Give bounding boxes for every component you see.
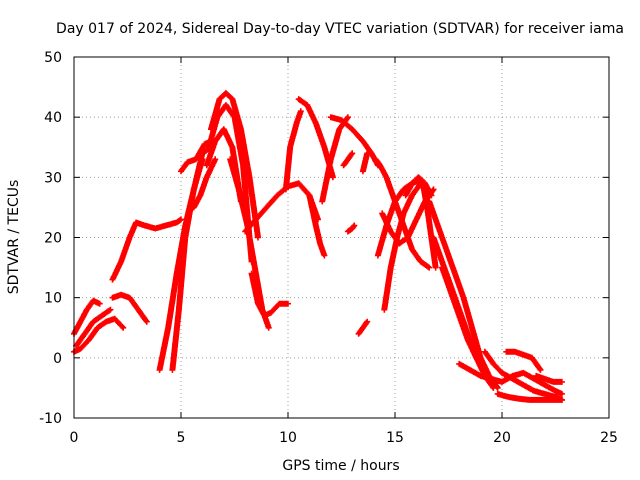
data-point-markers [282, 108, 304, 193]
series-track-03 [73, 306, 114, 349]
data-point-markers [109, 216, 184, 283]
series-track-04 [109, 291, 150, 325]
series-track-33 [439, 264, 488, 373]
series-track-24 [355, 318, 371, 337]
series-track-19 [319, 114, 351, 205]
y-axis-label: SDTVAR / TECUs [6, 180, 22, 295]
y-tick-label: 50 [44, 50, 62, 66]
series-track-16 [282, 108, 304, 193]
data-point-markers [319, 114, 351, 205]
data-point-markers [306, 192, 328, 259]
series-track-35 [481, 348, 565, 403]
x-tick-label: 5 [177, 430, 186, 446]
series-track-05 [109, 216, 184, 283]
data-point-markers [190, 156, 219, 211]
data-point-markers [494, 390, 565, 403]
y-tick-label: 20 [44, 231, 62, 247]
x-tick-label: 25 [600, 430, 618, 446]
x-tick-label: 20 [493, 430, 511, 446]
x-tick-label: 15 [386, 430, 404, 446]
data-point-markers [340, 150, 356, 169]
data-point-markers [344, 222, 358, 235]
x-axis-label: GPS time / hours [282, 458, 399, 474]
series-track-37 [503, 348, 544, 373]
series-track-07 [169, 144, 214, 373]
chart-title: Day 017 of 2024, Sidereal Day-to-day VTE… [56, 21, 624, 37]
x-tick-label: 0 [70, 430, 79, 446]
data-point-markers [533, 372, 565, 385]
data-point-markers [481, 348, 565, 403]
y-tick-label: 40 [44, 110, 62, 126]
y-tick-label: 10 [44, 291, 62, 307]
data-point-markers [109, 291, 150, 325]
series-track-15 [248, 270, 291, 319]
series-track-21 [340, 150, 356, 169]
data-point-markers [456, 360, 565, 397]
series-track-22 [344, 222, 358, 235]
x-tick-label: 10 [279, 430, 297, 446]
series-track-18 [306, 192, 328, 259]
y-tick-label: -10 [39, 411, 62, 427]
series-track-38 [533, 372, 565, 385]
series-track-09 [190, 156, 219, 211]
data-point-markers [169, 144, 214, 373]
y-tick-label: 30 [44, 170, 62, 186]
axis-ticks: 0 5 10 15 20 25 -10 0 10 20 30 40 50 [39, 50, 618, 446]
y-tick-label: 0 [53, 351, 62, 367]
data-point-markers [359, 150, 371, 175]
data-point-markers [73, 306, 114, 349]
series-track-23 [359, 150, 371, 175]
data-point-markers [355, 318, 371, 337]
series-track-34 [456, 360, 565, 397]
data-point-markers [248, 270, 291, 319]
data-point-markers [503, 348, 544, 373]
data-point-markers [439, 264, 488, 373]
series-track-36 [494, 390, 565, 403]
data-points [71, 90, 565, 403]
